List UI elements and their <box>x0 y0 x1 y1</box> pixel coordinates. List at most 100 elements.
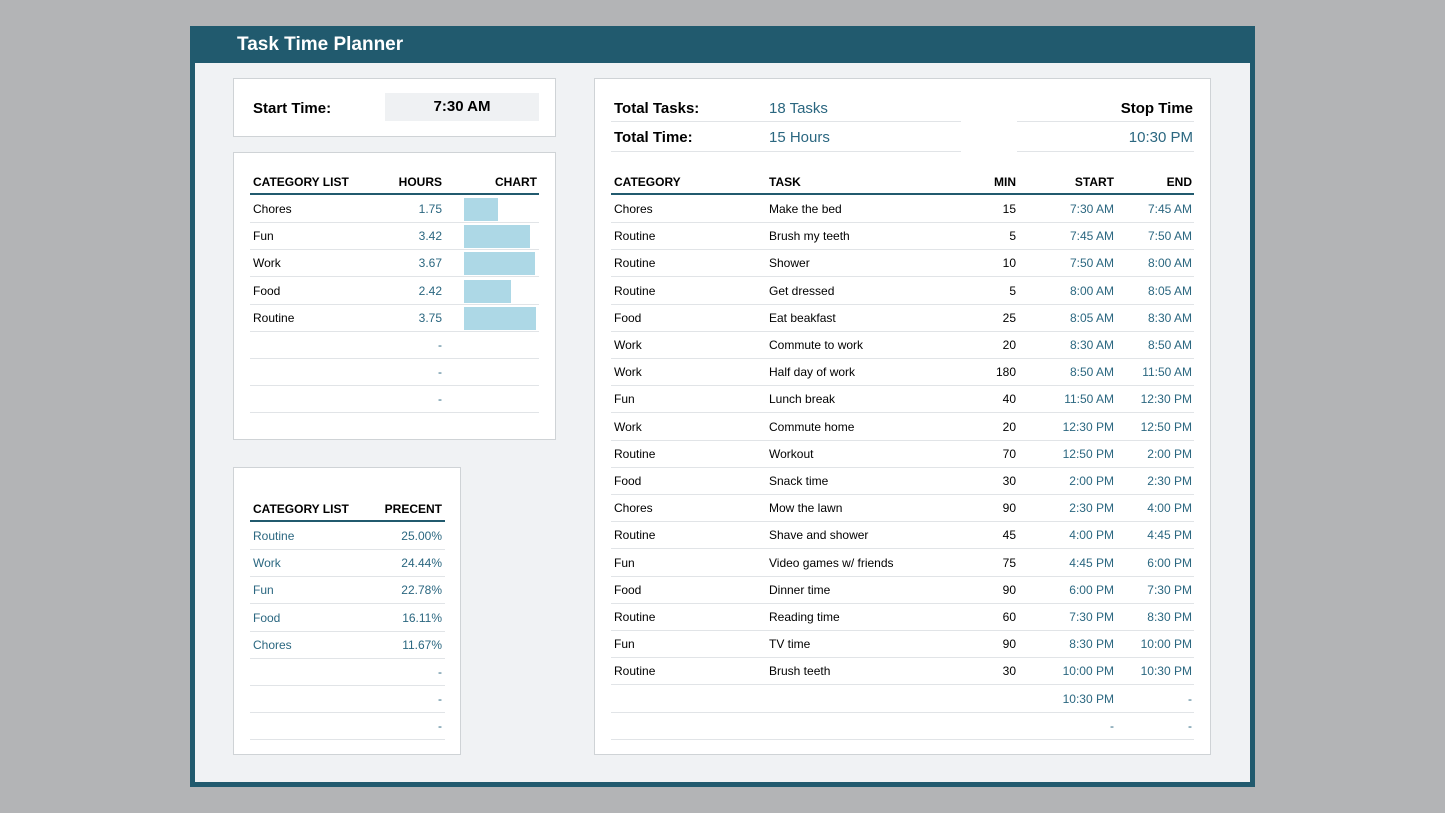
task-end-cell[interactable]: 12:50 PM <box>1140 419 1192 434</box>
task-start-cell[interactable]: 8:00 AM <box>1069 283 1114 298</box>
task-category-cell[interactable]: Work <box>614 419 642 434</box>
task-end-cell[interactable]: 8:00 AM <box>1147 256 1192 271</box>
task-end-cell[interactable]: 8:30 AM <box>1147 310 1192 325</box>
hours-category-cell[interactable]: Food <box>253 283 281 298</box>
task-name-cell[interactable]: Commute to work <box>769 338 864 352</box>
task-end-cell[interactable]: 10:30 PM <box>1140 664 1192 679</box>
task-end-cell[interactable]: 7:45 AM <box>1147 202 1192 216</box>
task-start-cell[interactable]: 2:00 PM <box>1069 474 1114 488</box>
task-start-cell[interactable]: 10:30 PM <box>1062 691 1114 706</box>
hours-value-cell[interactable]: 2.42 <box>418 283 442 298</box>
task-min-cell[interactable]: 180 <box>995 365 1016 380</box>
task-end-cell[interactable]: - <box>1188 718 1192 733</box>
task-name-cell[interactable]: Make the bed <box>769 202 842 216</box>
task-min-cell[interactable]: 5 <box>1009 229 1016 244</box>
task-category-cell[interactable]: Fun <box>614 392 635 407</box>
task-end-cell[interactable]: - <box>1188 691 1192 706</box>
task-min-cell[interactable]: 40 <box>1002 392 1016 407</box>
task-min-cell[interactable]: 30 <box>1002 664 1016 679</box>
hours-category-cell[interactable]: Work <box>253 256 281 271</box>
hours-value-cell[interactable]: 3.42 <box>418 229 442 244</box>
percent-category-cell[interactable]: Chores <box>253 637 292 652</box>
task-min-cell[interactable]: 30 <box>1002 474 1016 488</box>
task-end-cell[interactable]: 7:30 PM <box>1147 582 1192 597</box>
start-time-input[interactable]: 7:30 AM <box>385 93 539 121</box>
percent-value-cell[interactable]: - <box>438 692 442 707</box>
task-category-cell[interactable]: Routine <box>614 446 656 461</box>
task-start-cell[interactable]: 8:30 PM <box>1069 637 1114 652</box>
task-category-cell[interactable]: Chores <box>614 501 653 516</box>
task-min-cell[interactable]: 90 <box>1002 501 1016 516</box>
task-start-cell[interactable]: 7:30 PM <box>1069 610 1114 624</box>
task-category-cell[interactable]: Food <box>614 474 642 488</box>
task-start-cell[interactable]: 6:00 PM <box>1069 582 1114 597</box>
task-min-cell[interactable]: 15 <box>1002 202 1016 216</box>
task-name-cell[interactable]: TV time <box>769 637 811 652</box>
task-category-cell[interactable]: Routine <box>614 664 656 679</box>
task-name-cell[interactable]: Workout <box>769 446 814 461</box>
task-name-cell[interactable]: Mow the lawn <box>769 501 843 516</box>
percent-category-cell[interactable]: Work <box>253 556 281 571</box>
task-end-cell[interactable]: 10:00 PM <box>1140 637 1192 652</box>
task-start-cell[interactable]: 8:30 AM <box>1069 338 1114 352</box>
hours-value-cell[interactable]: 1.75 <box>418 202 442 216</box>
task-min-cell[interactable]: 25 <box>1002 310 1016 325</box>
task-category-cell[interactable]: Chores <box>614 202 653 216</box>
task-name-cell[interactable]: Video games w/ friends <box>769 555 894 570</box>
percent-value-cell[interactable]: 25.00% <box>401 529 442 543</box>
task-category-cell[interactable]: Routine <box>614 283 656 298</box>
percent-category-cell[interactable]: Fun <box>253 583 274 598</box>
hours-value-cell[interactable]: 3.75 <box>418 310 442 325</box>
task-start-cell[interactable]: 2:30 PM <box>1069 501 1114 516</box>
task-min-cell[interactable]: 60 <box>1002 610 1016 624</box>
hours-category-cell[interactable]: Routine <box>253 310 295 325</box>
hours-category-cell[interactable]: Chores <box>253 202 292 216</box>
task-min-cell[interactable]: 90 <box>1002 582 1016 597</box>
task-start-cell[interactable]: 11:50 AM <box>1064 392 1114 407</box>
task-min-cell[interactable]: 90 <box>1002 637 1016 652</box>
percent-value-cell[interactable]: - <box>438 719 442 734</box>
hours-value-cell[interactable]: - <box>438 365 442 380</box>
task-category-cell[interactable]: Work <box>614 338 642 352</box>
task-category-cell[interactable]: Routine <box>614 229 656 244</box>
task-category-cell[interactable]: Work <box>614 365 642 380</box>
task-end-cell[interactable]: 8:05 AM <box>1147 283 1192 298</box>
task-start-cell[interactable]: 12:30 PM <box>1062 419 1114 434</box>
task-category-cell[interactable]: Routine <box>614 528 656 543</box>
percent-value-cell[interactable]: 11.67% <box>402 637 442 652</box>
hours-value-cell[interactable]: - <box>438 338 442 352</box>
hours-category-cell[interactable]: Fun <box>253 229 274 244</box>
task-category-cell[interactable]: Food <box>614 310 642 325</box>
percent-category-cell[interactable]: Routine <box>253 529 295 543</box>
task-name-cell[interactable]: Lunch break <box>769 392 836 407</box>
task-end-cell[interactable]: 7:50 AM <box>1147 229 1192 244</box>
task-start-cell[interactable]: 12:50 PM <box>1062 446 1114 461</box>
task-min-cell[interactable]: 45 <box>1002 528 1016 543</box>
task-category-cell[interactable]: Fun <box>614 637 635 652</box>
task-min-cell[interactable]: 20 <box>1002 338 1016 352</box>
task-end-cell[interactable]: 12:30 PM <box>1140 392 1192 407</box>
task-name-cell[interactable]: Reading time <box>769 610 840 624</box>
percent-value-cell[interactable]: 24.44% <box>401 556 442 571</box>
task-name-cell[interactable]: Half day of work <box>769 365 856 380</box>
percent-value-cell[interactable]: 22.78% <box>401 583 442 598</box>
task-category-cell[interactable]: Fun <box>614 555 635 570</box>
task-min-cell[interactable]: 20 <box>1002 419 1016 434</box>
hours-value-cell[interactable]: - <box>438 392 442 407</box>
task-start-cell[interactable]: 7:30 AM <box>1069 202 1114 216</box>
task-start-cell[interactable]: 8:50 AM <box>1069 365 1114 380</box>
task-name-cell[interactable]: Get dressed <box>769 283 835 298</box>
task-end-cell[interactable]: 2:00 PM <box>1147 446 1192 461</box>
percent-value-cell[interactable]: - <box>438 665 442 679</box>
task-category-cell[interactable]: Routine <box>614 256 656 271</box>
task-min-cell[interactable]: 70 <box>1002 446 1016 461</box>
task-name-cell[interactable]: Brush teeth <box>769 664 831 679</box>
task-min-cell[interactable]: 5 <box>1009 283 1016 298</box>
percent-value-cell[interactable]: 16.11% <box>402 610 442 625</box>
task-start-cell[interactable]: 7:50 AM <box>1069 256 1114 271</box>
task-category-cell[interactable]: Routine <box>614 610 656 624</box>
task-end-cell[interactable]: 4:00 PM <box>1147 501 1192 516</box>
task-end-cell[interactable]: 6:00 PM <box>1147 555 1192 570</box>
task-start-cell[interactable]: - <box>1110 718 1114 733</box>
task-min-cell[interactable]: 75 <box>1002 555 1016 570</box>
